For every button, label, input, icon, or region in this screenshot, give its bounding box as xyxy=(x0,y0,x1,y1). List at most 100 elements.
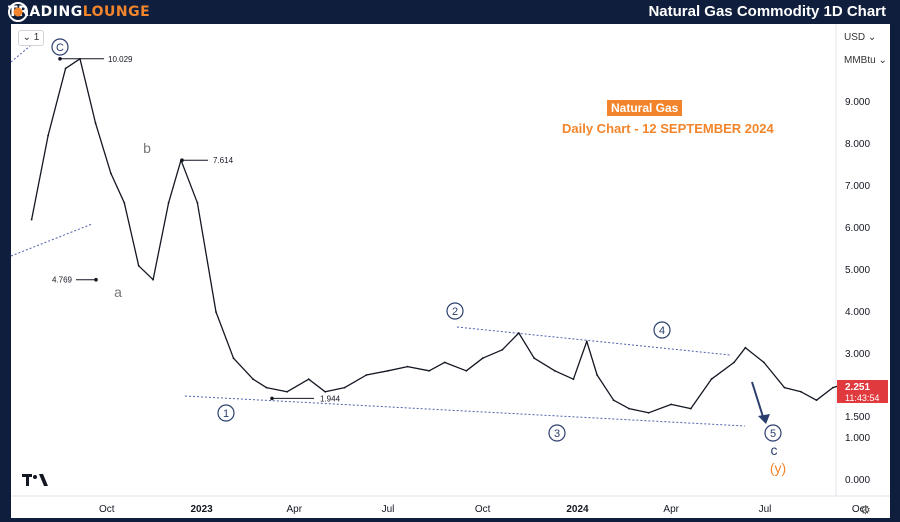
price-point xyxy=(647,411,650,414)
y-tick-label: 1.500 xyxy=(845,412,870,423)
price-point xyxy=(710,378,713,381)
wave-label-c: c xyxy=(771,442,778,458)
wave-label-C: C xyxy=(51,38,69,56)
price-point xyxy=(196,201,199,204)
price-point xyxy=(286,390,288,393)
price-point xyxy=(307,378,310,381)
price-point xyxy=(832,386,834,389)
y-tick-label: 6.000 xyxy=(845,223,870,234)
gear-icon[interactable]: ⚙ xyxy=(860,503,871,517)
svg-text:11:43:54: 11:43:54 xyxy=(845,393,879,403)
price-point xyxy=(94,122,97,124)
price-point xyxy=(343,386,346,389)
price-point xyxy=(406,365,409,368)
price-point xyxy=(585,340,588,343)
x-tick-label: 2024 xyxy=(566,504,589,515)
chart-panel[interactable] xyxy=(11,24,890,518)
price-point xyxy=(123,201,126,204)
trend-line-top-left[interactable] xyxy=(10,45,31,63)
x-tick-label: Apr xyxy=(287,504,303,515)
currency-value: USD xyxy=(844,32,866,43)
price-point xyxy=(612,399,615,402)
price-point xyxy=(365,374,368,376)
chart-date-label: Daily Chart - 12 SEPTEMBER 2024 xyxy=(562,121,774,136)
svg-text:C: C xyxy=(56,42,64,54)
price-point xyxy=(387,369,389,372)
price-point xyxy=(481,357,484,360)
price-point xyxy=(815,399,818,402)
x-tick-label: Oct xyxy=(852,504,868,515)
price-point xyxy=(265,386,268,389)
price-point xyxy=(689,407,692,410)
wave-label-3: 3 xyxy=(548,424,566,442)
svg-text:2.251: 2.251 xyxy=(845,382,870,393)
price-point xyxy=(572,378,575,381)
chevron-down-icon: ⌄ xyxy=(22,32,32,43)
wave-label-b: b xyxy=(143,140,151,156)
price-point xyxy=(152,278,155,281)
y-tick-label: 8.000 xyxy=(845,139,870,150)
price-point xyxy=(733,361,735,364)
price-point xyxy=(501,348,504,351)
brand-icon xyxy=(8,2,28,22)
svg-text:4: 4 xyxy=(659,325,665,337)
price-level-dot xyxy=(270,396,274,401)
brand-name-accent: LOUNGE xyxy=(82,4,151,20)
unit-value: MMBtu xyxy=(844,55,876,66)
x-tick-label: Jul xyxy=(759,504,772,515)
top-bar: TRADINGLOUNGE Natural Gas Commodity 1D C… xyxy=(0,0,900,24)
channel-lower-line[interactable] xyxy=(184,395,746,427)
chevron-down-icon: ⌄ xyxy=(878,55,887,66)
unit-selector[interactable]: MMBtu ⌄ xyxy=(844,55,887,66)
price-point xyxy=(428,369,431,372)
instrument-label: Natural Gas xyxy=(607,100,683,116)
wave-label-4: 4 xyxy=(653,321,671,339)
chevron-down-icon: ⌄ xyxy=(867,32,877,43)
currency-selector[interactable]: USD ⌄ xyxy=(844,32,876,43)
brand-logo[interactable]: TRADINGLOUNGE xyxy=(8,2,150,22)
projection-arrowhead xyxy=(758,414,770,424)
x-tick-label: Jul xyxy=(382,504,395,515)
tradingview-logo-icon xyxy=(22,474,48,486)
price-levels: 10.029 7.614 4.769 1.944 xyxy=(52,55,341,404)
price-level-label: 10.029 xyxy=(108,55,133,64)
interval-toggle[interactable]: ⌄ 1 xyxy=(18,30,44,46)
price-point xyxy=(628,407,630,410)
price-point xyxy=(47,134,49,137)
price-point xyxy=(30,218,33,221)
price-series-line xyxy=(30,58,841,414)
x-tick-label: Oct xyxy=(475,504,491,515)
price-point xyxy=(533,357,536,360)
price-point xyxy=(783,386,786,389)
price-point xyxy=(79,57,81,60)
price-point xyxy=(800,390,802,393)
y-tick-label: 7.000 xyxy=(845,181,870,192)
price-point xyxy=(670,403,673,406)
y-tick-label: 9.000 xyxy=(845,97,870,108)
x-axis: Oct 2023 Apr Jul Oct 2024 Apr Jul Oct xyxy=(99,504,868,515)
y-tick-label: 1.000 xyxy=(845,433,870,444)
wave-label-5: 5 xyxy=(764,424,782,442)
svg-text:3: 3 xyxy=(554,428,560,440)
price-point xyxy=(64,67,67,70)
price-point xyxy=(167,201,170,204)
price-point xyxy=(517,332,520,334)
channel-upper-line[interactable] xyxy=(456,326,731,356)
interval-value: 1 xyxy=(33,32,40,43)
price-point xyxy=(596,374,598,376)
price-point xyxy=(465,369,468,372)
x-tick-label: Apr xyxy=(663,504,679,515)
projection-arrow xyxy=(751,381,765,421)
price-point xyxy=(763,361,765,364)
price-level-label: 7.614 xyxy=(213,156,234,165)
trend-line-left[interactable] xyxy=(10,223,93,257)
current-price-badge: 2.251 11:43:54 xyxy=(837,380,888,403)
y-tick-label: 3.000 xyxy=(845,349,870,360)
x-tick-label: Oct xyxy=(99,504,115,515)
wave-label-y: (y) xyxy=(770,460,786,476)
price-level-label: 1.944 xyxy=(320,394,341,403)
wave-label-1: 1 xyxy=(217,404,235,422)
y-axis: 9.000 8.000 7.000 6.000 5.000 4.000 3.000 1.500… xyxy=(845,97,870,486)
price-level-label: 4.769 xyxy=(52,276,73,285)
